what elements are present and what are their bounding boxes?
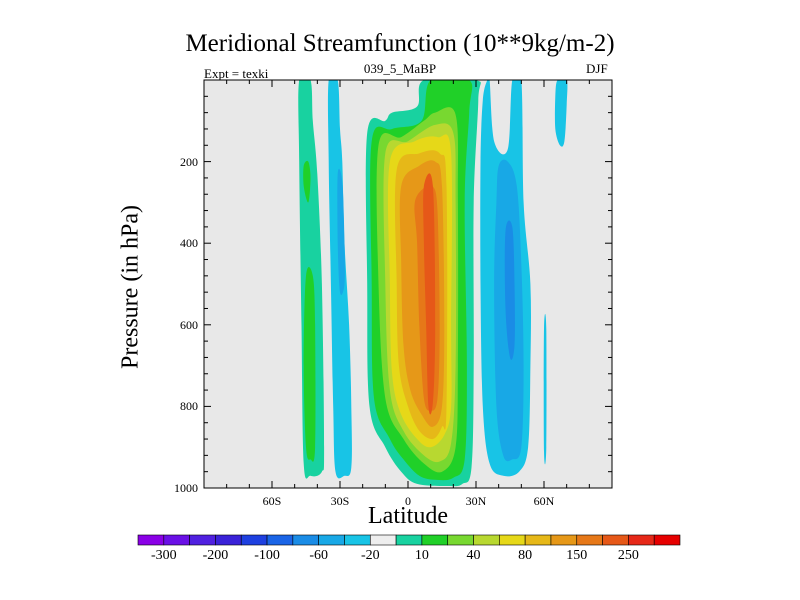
colorbar-swatch xyxy=(189,534,216,546)
colorbar-swatch xyxy=(602,534,629,546)
x-tick-label: 30S xyxy=(330,494,350,508)
colorbar-swatch xyxy=(318,534,345,546)
colorbar-swatch xyxy=(240,534,268,546)
chart-title: Meridional Streamfunction (10**9kg/m-2) xyxy=(185,30,615,57)
contour-nh-neg-4 xyxy=(554,80,568,147)
colorbar-swatch xyxy=(524,534,552,546)
colorbar-tick-label: 250 xyxy=(617,548,639,563)
contour-sh-cell-2 xyxy=(303,266,316,462)
experiment-label: Expt = texki xyxy=(204,66,269,81)
colorbar-swatch xyxy=(163,534,190,546)
colorbar-swatch xyxy=(653,534,681,546)
colorbar-tick-label: 40 xyxy=(466,548,481,563)
contour-nh-neg-3 xyxy=(504,220,515,360)
colorbar-swatch xyxy=(550,534,578,546)
colorbar-swatch xyxy=(369,534,397,546)
colorbar-tick-label: 80 xyxy=(518,548,533,563)
x-tick-label: 60N xyxy=(533,494,555,508)
colorbar-tick-label: -20 xyxy=(360,548,380,563)
contour-sh-cell-3 xyxy=(303,160,311,203)
colorbar-swatch xyxy=(576,534,603,546)
contour-fills xyxy=(298,80,568,487)
contour-sh-neg-2 xyxy=(337,168,345,295)
contour-main-400 xyxy=(423,173,436,415)
colorbar-swatch xyxy=(292,534,319,546)
colorbar-swatch xyxy=(628,534,655,546)
colorbar-tick-label: -300 xyxy=(150,548,177,563)
y-tick-label: 400 xyxy=(180,236,198,251)
colorbar-swatch xyxy=(421,534,449,546)
case-label: 039_5_MaBP xyxy=(363,61,437,76)
x-tick-label: 30N xyxy=(465,494,487,508)
colorbar-swatch xyxy=(344,534,371,546)
colorbar-tick-label: -100 xyxy=(254,548,280,563)
colorbar-swatch xyxy=(266,534,294,546)
colorbar-swatch xyxy=(447,534,474,546)
colorbar-swatch xyxy=(473,534,500,546)
colorbar-tick-label: -60 xyxy=(309,548,328,563)
colorbar-tick-label: 150 xyxy=(566,548,588,563)
colorbar-swatch xyxy=(137,534,165,546)
contour-nh-neg-5 xyxy=(543,313,547,465)
colorbar-swatch xyxy=(395,534,423,546)
season-label: DJF xyxy=(586,61,608,76)
x-tick-label: 60S xyxy=(262,494,282,508)
y-tick-label: 200 xyxy=(180,154,198,169)
colorbar-swatch xyxy=(499,534,526,546)
y-tick-label: 1000 xyxy=(174,481,198,495)
colorbar-swatch xyxy=(215,534,242,546)
y-tick-label: 800 xyxy=(180,399,198,414)
x-tick-label: 0 xyxy=(405,494,411,508)
y-tick-label: 600 xyxy=(180,317,198,332)
colorbar-tick-label: 10 xyxy=(414,548,429,563)
colorbar-tick-label: -200 xyxy=(202,548,229,563)
x-axis-label: Latitude xyxy=(368,503,448,529)
